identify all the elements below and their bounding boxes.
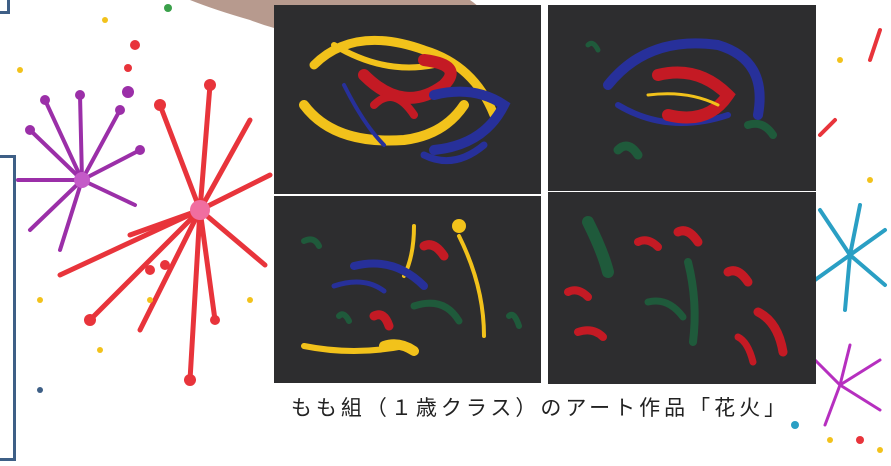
artwork-photo-4 xyxy=(548,192,816,384)
frame-border xyxy=(0,155,16,461)
artwork-photo-2 xyxy=(548,5,816,191)
artwork-photo-1 xyxy=(274,5,541,194)
fireworks-illustration-left xyxy=(16,4,273,393)
artwork-photo-3 xyxy=(274,196,541,383)
frame-corner xyxy=(0,0,10,14)
artwork-caption: もも組（１歳クラス）のアート作品「花火」 xyxy=(290,396,790,420)
fireworks-illustration-right xyxy=(791,28,887,453)
